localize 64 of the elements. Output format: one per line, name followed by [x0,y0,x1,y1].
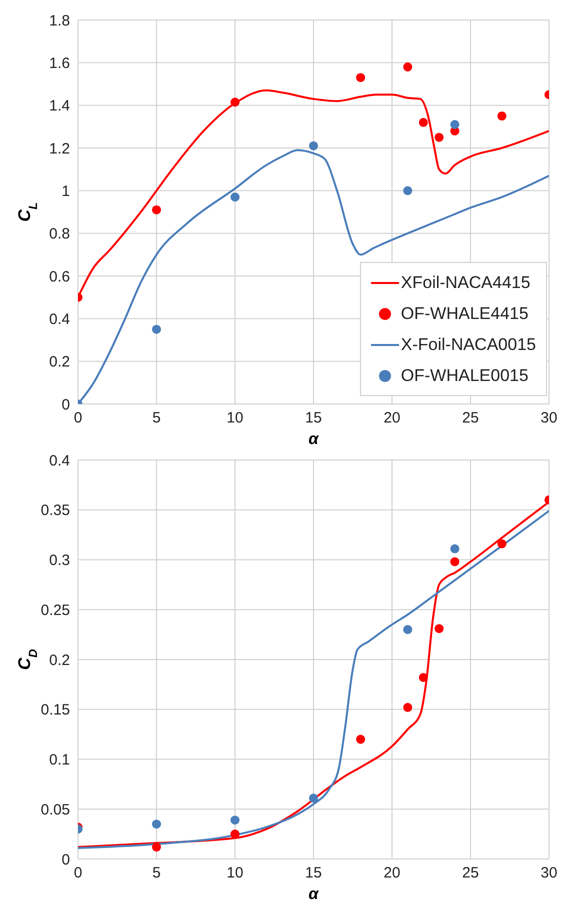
x-tick-label: 30 [540,410,558,427]
point [403,702,412,712]
point [497,111,506,121]
point [308,141,318,150]
y-tick-label: 1.6 [49,54,70,72]
point [230,192,240,202]
y-tick-label: 1.4 [49,98,70,115]
x-axis-title: α [308,886,320,903]
point [418,672,428,682]
point [230,830,240,839]
point [434,132,444,142]
point [308,794,318,803]
y-tick-label: 0.05 [40,801,70,818]
x-tick-label: 10 [226,410,244,427]
y-tick-label: 0.8 [49,226,70,243]
y-tick-label: 1 [62,182,70,200]
y-tick-label: 0 [62,396,70,414]
x-tick-label: 25 [462,864,479,882]
legend-label: X-Foil-NACA0015 [400,334,536,354]
point [450,120,460,130]
x-tick-label: 30 [540,864,558,882]
point [403,62,412,72]
point [230,816,240,825]
x-axis-title: α [308,431,320,448]
x-tick-label: 20 [384,864,400,882]
point [450,544,460,554]
point [152,842,162,852]
point [152,205,162,214]
point [152,324,162,334]
point [356,734,366,744]
point [497,539,506,548]
point [152,820,162,829]
x-tick-label: 15 [305,864,322,882]
y-tick-label: 0.6 [49,268,70,286]
y-tick-label: 0.1 [49,752,70,769]
x-tick-label: 0 [74,864,82,882]
point [230,98,240,107]
legend-label: XFoil-NACA4415 [400,272,530,292]
point [356,73,366,82]
legend-label: OF-WHALE4415 [400,304,528,324]
x-tick-label: 5 [152,864,161,882]
y-tick-label: 0.25 [40,602,70,619]
x-tick-label: 5 [152,410,161,427]
x-tick-label: 20 [384,410,400,427]
x-tick-label: 0 [74,410,82,427]
y-tick-label: 0.3 [49,552,70,570]
y-tick-label: 0.15 [40,702,70,719]
y-tick-label: 0.4 [49,452,70,470]
y-tick-label: 0.2 [49,652,70,669]
x-tick-label: 10 [226,864,244,882]
point [418,118,428,127]
legend-label: OF-WHALE0015 [400,366,528,386]
y-tick-label: 1.8 [49,12,70,30]
y-tick-label: 0.4 [49,310,70,328]
y-tick-label: 0.35 [40,502,70,520]
point [434,624,444,634]
point [403,186,412,196]
y-tick-label: 1.2 [49,140,70,158]
y-tick-label: 0 [62,851,70,868]
x-tick-label: 25 [462,410,479,427]
y-tick-label: 0.2 [49,354,70,371]
x-tick-label: 15 [305,410,322,427]
point [450,557,460,566]
point [403,625,412,634]
